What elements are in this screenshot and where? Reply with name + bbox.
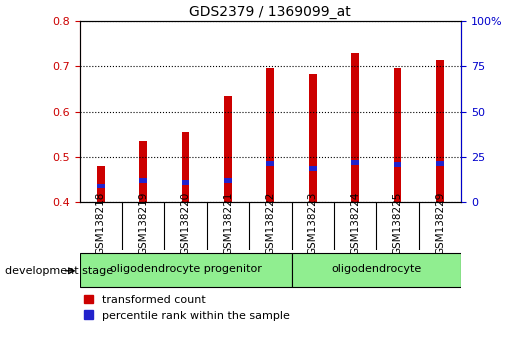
Bar <box>139 178 147 183</box>
Text: development stage: development stage <box>5 266 113 276</box>
Bar <box>224 178 232 183</box>
Text: GSM138223: GSM138223 <box>308 192 317 255</box>
Bar <box>139 141 147 202</box>
Bar <box>267 68 274 202</box>
Text: GSM138225: GSM138225 <box>393 192 402 255</box>
Bar <box>436 161 444 166</box>
Bar <box>97 183 104 188</box>
Bar <box>351 53 359 202</box>
Bar <box>394 68 401 202</box>
Text: oligodendrocyte progenitor: oligodendrocyte progenitor <box>110 264 261 274</box>
Text: GSM138229: GSM138229 <box>435 192 445 255</box>
Text: GSM138218: GSM138218 <box>96 192 105 255</box>
Legend: transformed count, percentile rank within the sample: transformed count, percentile rank withi… <box>80 290 294 325</box>
Bar <box>97 166 104 202</box>
Text: GSM138222: GSM138222 <box>266 192 275 255</box>
Bar <box>394 162 401 167</box>
Bar <box>182 132 189 202</box>
Title: GDS2379 / 1369099_at: GDS2379 / 1369099_at <box>189 5 351 19</box>
Bar <box>267 161 274 166</box>
Bar <box>351 160 359 165</box>
Bar <box>224 96 232 202</box>
Text: oligodendrocyte: oligodendrocyte <box>331 264 421 274</box>
Bar <box>309 74 316 202</box>
Bar <box>182 180 189 185</box>
Bar <box>80 253 292 287</box>
Text: GSM138219: GSM138219 <box>138 192 148 255</box>
Bar <box>436 59 444 202</box>
Bar <box>309 166 316 171</box>
Bar <box>292 253 461 287</box>
Text: GSM138224: GSM138224 <box>350 192 360 255</box>
Text: GSM138221: GSM138221 <box>223 192 233 255</box>
Text: GSM138220: GSM138220 <box>181 192 190 255</box>
